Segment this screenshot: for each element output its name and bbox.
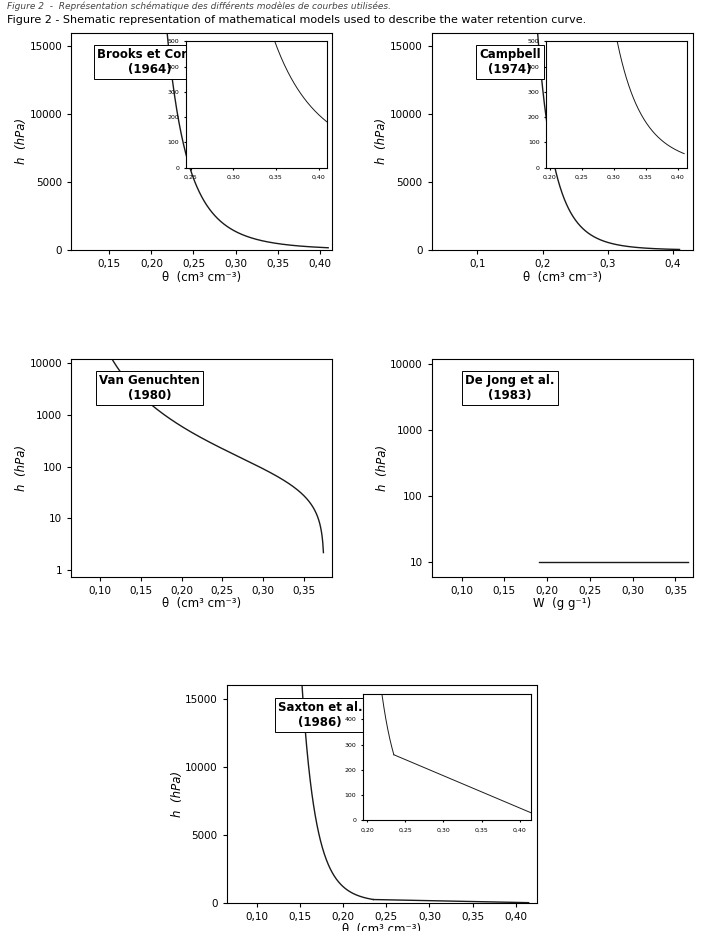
X-axis label: θ  (cm³ cm⁻³): θ (cm³ cm⁻³) [523,271,602,284]
Text: Brooks et Corey
(1964): Brooks et Corey (1964) [97,47,203,75]
Text: Figure 2 - Shematic representation of mathematical models used to describe the w: Figure 2 - Shematic representation of ma… [7,15,586,25]
X-axis label: θ  (cm³ cm⁻³): θ (cm³ cm⁻³) [162,271,241,284]
Text: Campbell
(1974): Campbell (1974) [479,47,540,75]
Text: Figure 2  -  Représentation schématique des différents modèles de courbes utilis: Figure 2 - Représentation schématique de… [7,2,391,11]
Y-axis label: h  (hPa): h (hPa) [16,445,29,491]
X-axis label: θ  (cm³ cm⁻³): θ (cm³ cm⁻³) [343,924,421,931]
Y-axis label: h  (hPa): h (hPa) [376,445,388,491]
X-axis label: W  (g g⁻¹): W (g g⁻¹) [533,597,591,610]
Y-axis label: h  (hPa): h (hPa) [15,118,29,165]
Text: Saxton et al.
(1986): Saxton et al. (1986) [278,701,362,729]
Text: Van Genuchten
(1980): Van Genuchten (1980) [99,374,200,402]
X-axis label: θ  (cm³ cm⁻³): θ (cm³ cm⁻³) [162,597,241,610]
Text: De Jong et al.
(1983): De Jong et al. (1983) [465,374,555,402]
Y-axis label: h  (hPa): h (hPa) [376,118,388,165]
Y-axis label: h  (hPa): h (hPa) [171,771,183,817]
